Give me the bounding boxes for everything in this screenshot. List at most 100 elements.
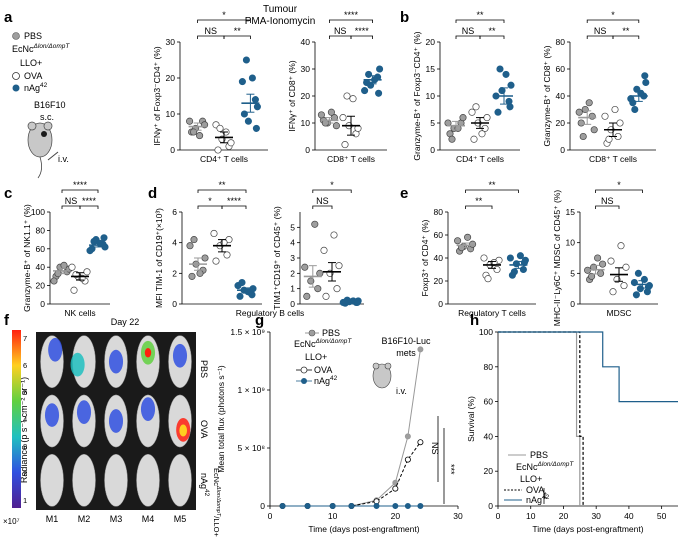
x-tick-label: 30 bbox=[453, 511, 463, 521]
legend-g: PBS EcNcΔlon/ΔompT LLO+ OVA nAg42 bbox=[294, 328, 352, 386]
data-point-nag42 bbox=[519, 265, 527, 274]
x-tick-label: 20 bbox=[391, 511, 401, 521]
y-axis-label: Mean total flux (photons s⁻¹) bbox=[216, 365, 226, 473]
signal-blob bbox=[44, 403, 60, 427]
mouse-ear bbox=[384, 362, 392, 370]
y-tick-label: 30 bbox=[301, 64, 311, 74]
data-point-pbs bbox=[190, 236, 198, 244]
y-tick-label: 4 bbox=[172, 238, 177, 248]
chart-e1: 0 20 40 60 80 Regulatory T cells Foxp3⁺ of CD4… bbox=[420, 180, 536, 318]
data-point-nag42 bbox=[253, 103, 261, 111]
data-point-pbs bbox=[579, 132, 587, 141]
y-tick-label: 3 bbox=[290, 253, 295, 263]
data-point-nag42 bbox=[242, 56, 250, 64]
data-point-ova bbox=[216, 124, 224, 132]
column-label-m1: M1 bbox=[46, 514, 59, 524]
data-point-pbs bbox=[317, 111, 325, 119]
y-axis-label: Granzyme-B⁺ of CD8⁺ (%) bbox=[542, 45, 552, 146]
legend-g-ova: OVA bbox=[314, 365, 332, 375]
data-point-pbs bbox=[577, 119, 585, 127]
panel-f-title: Day 22 bbox=[111, 317, 140, 327]
y-tick-label: 1.5 × 10⁹ bbox=[230, 327, 265, 337]
legend-ecnc-label: EcNcΔlon/ΔompT bbox=[12, 43, 70, 54]
significance-bracket bbox=[312, 189, 352, 193]
y-tick-label: 0 bbox=[260, 501, 265, 511]
signal-blob bbox=[70, 352, 85, 377]
y-axis-label: MFI TIM-1 of CD19⁺(×10³) bbox=[154, 208, 164, 308]
significance-bracket bbox=[455, 19, 505, 23]
data-point-pbs bbox=[60, 261, 68, 269]
data-point-ova bbox=[607, 257, 615, 265]
data-point-ova bbox=[339, 114, 347, 122]
data-point-pbs bbox=[588, 112, 596, 120]
annotation-ns: NS bbox=[430, 442, 440, 455]
mouse-icon-g bbox=[372, 362, 392, 389]
legend-h-ova: OVA bbox=[526, 485, 544, 495]
series-point-pbs bbox=[417, 346, 424, 353]
data-point-ova bbox=[330, 231, 338, 239]
legend-h-nag: nAg42 bbox=[526, 494, 550, 505]
data-point-pbs bbox=[327, 108, 335, 116]
data-point-ova bbox=[611, 105, 619, 114]
y-tick-label: 5 bbox=[290, 222, 295, 232]
y-tick-label: 80 bbox=[36, 225, 46, 235]
panel-label-a: a bbox=[4, 9, 13, 26]
mouse-silhouette bbox=[168, 453, 192, 507]
header-subtitle: PMA-Ionomycin bbox=[245, 16, 316, 27]
x-axis-label: CD8⁺ T cells bbox=[589, 154, 637, 164]
y-axis-label: IFNγ⁺ of CD8⁺ (%) bbox=[287, 60, 297, 131]
chart-g: 0 5 × 10⁸ 1 × 10⁹ 1.5 × 10⁹ 0 10 20 30 Time (day… bbox=[216, 327, 463, 534]
chart-c: 0 20 40 60 80 100 NK cells Granzyme-B⁺ of NK1.1… bbox=[22, 180, 110, 318]
significance-bracket bbox=[329, 19, 373, 23]
significance-bracket bbox=[197, 205, 223, 209]
y-tick-label: 40 bbox=[484, 431, 494, 441]
x-axis-label: NK cells bbox=[64, 308, 95, 318]
colorbar-tick-label: 3 bbox=[23, 442, 27, 451]
data-point-ova bbox=[622, 263, 630, 271]
data-point-pbs bbox=[186, 117, 194, 125]
significance-label: NS bbox=[316, 196, 329, 206]
series-point-ova bbox=[404, 456, 411, 463]
legend-nag-marker bbox=[12, 84, 20, 92]
data-point-nag42 bbox=[251, 96, 259, 104]
significance-label: **** bbox=[344, 10, 359, 20]
y-tick-label: 30 bbox=[166, 37, 176, 47]
panel-label-e: e bbox=[400, 185, 408, 202]
y-axis-label: TIM1⁺CD19⁺ of CD45⁺ (%) bbox=[272, 206, 282, 310]
significance-bracket bbox=[221, 205, 247, 209]
mouse-ear bbox=[372, 362, 380, 370]
x-tick-label: 50 bbox=[657, 511, 667, 521]
data-point-ova bbox=[70, 286, 78, 294]
y-tick-label: 100 bbox=[479, 327, 493, 337]
data-point-nag42 bbox=[506, 254, 514, 262]
mouse-silhouette bbox=[40, 453, 64, 507]
column-label-m4: M4 bbox=[142, 514, 155, 524]
survival-line-ova bbox=[498, 331, 584, 506]
series-point-nag42 bbox=[348, 502, 355, 509]
data-point-pbs bbox=[196, 269, 204, 277]
data-point-nag42 bbox=[248, 291, 256, 299]
significance-bracket bbox=[197, 189, 247, 193]
significance-label: ** bbox=[488, 26, 496, 36]
data-point-nag42 bbox=[642, 78, 650, 87]
colorbar-tick-label: 1 bbox=[23, 496, 27, 505]
chart-d2: 0 1 2 3 4 5 TIM1⁺CD19⁺ of CD45⁺ (%) NS* bbox=[272, 180, 364, 310]
x-tick-label: 10 bbox=[328, 511, 338, 521]
data-point-nag42 bbox=[502, 70, 510, 78]
data-point-ova bbox=[470, 135, 478, 143]
y-tick-label: 40 bbox=[556, 91, 566, 101]
panel-d-xlabel: Regulatory B cells bbox=[236, 308, 305, 318]
y-tick-label: 20 bbox=[426, 37, 436, 47]
data-point-nag42 bbox=[240, 110, 248, 118]
series-point-nag42 bbox=[279, 502, 286, 509]
y-tick-label: 0 bbox=[430, 145, 435, 155]
y-tick-label: 40 bbox=[301, 37, 311, 47]
significance-bracket bbox=[197, 35, 225, 39]
significance-label: **** bbox=[355, 26, 370, 36]
x-tick-label: 30 bbox=[591, 511, 601, 521]
data-point-ova bbox=[83, 268, 91, 276]
colorbar-tick-label: 6 bbox=[23, 361, 27, 370]
colorbar-tick-label: 7 bbox=[23, 334, 27, 343]
column-label-m2: M2 bbox=[78, 514, 91, 524]
